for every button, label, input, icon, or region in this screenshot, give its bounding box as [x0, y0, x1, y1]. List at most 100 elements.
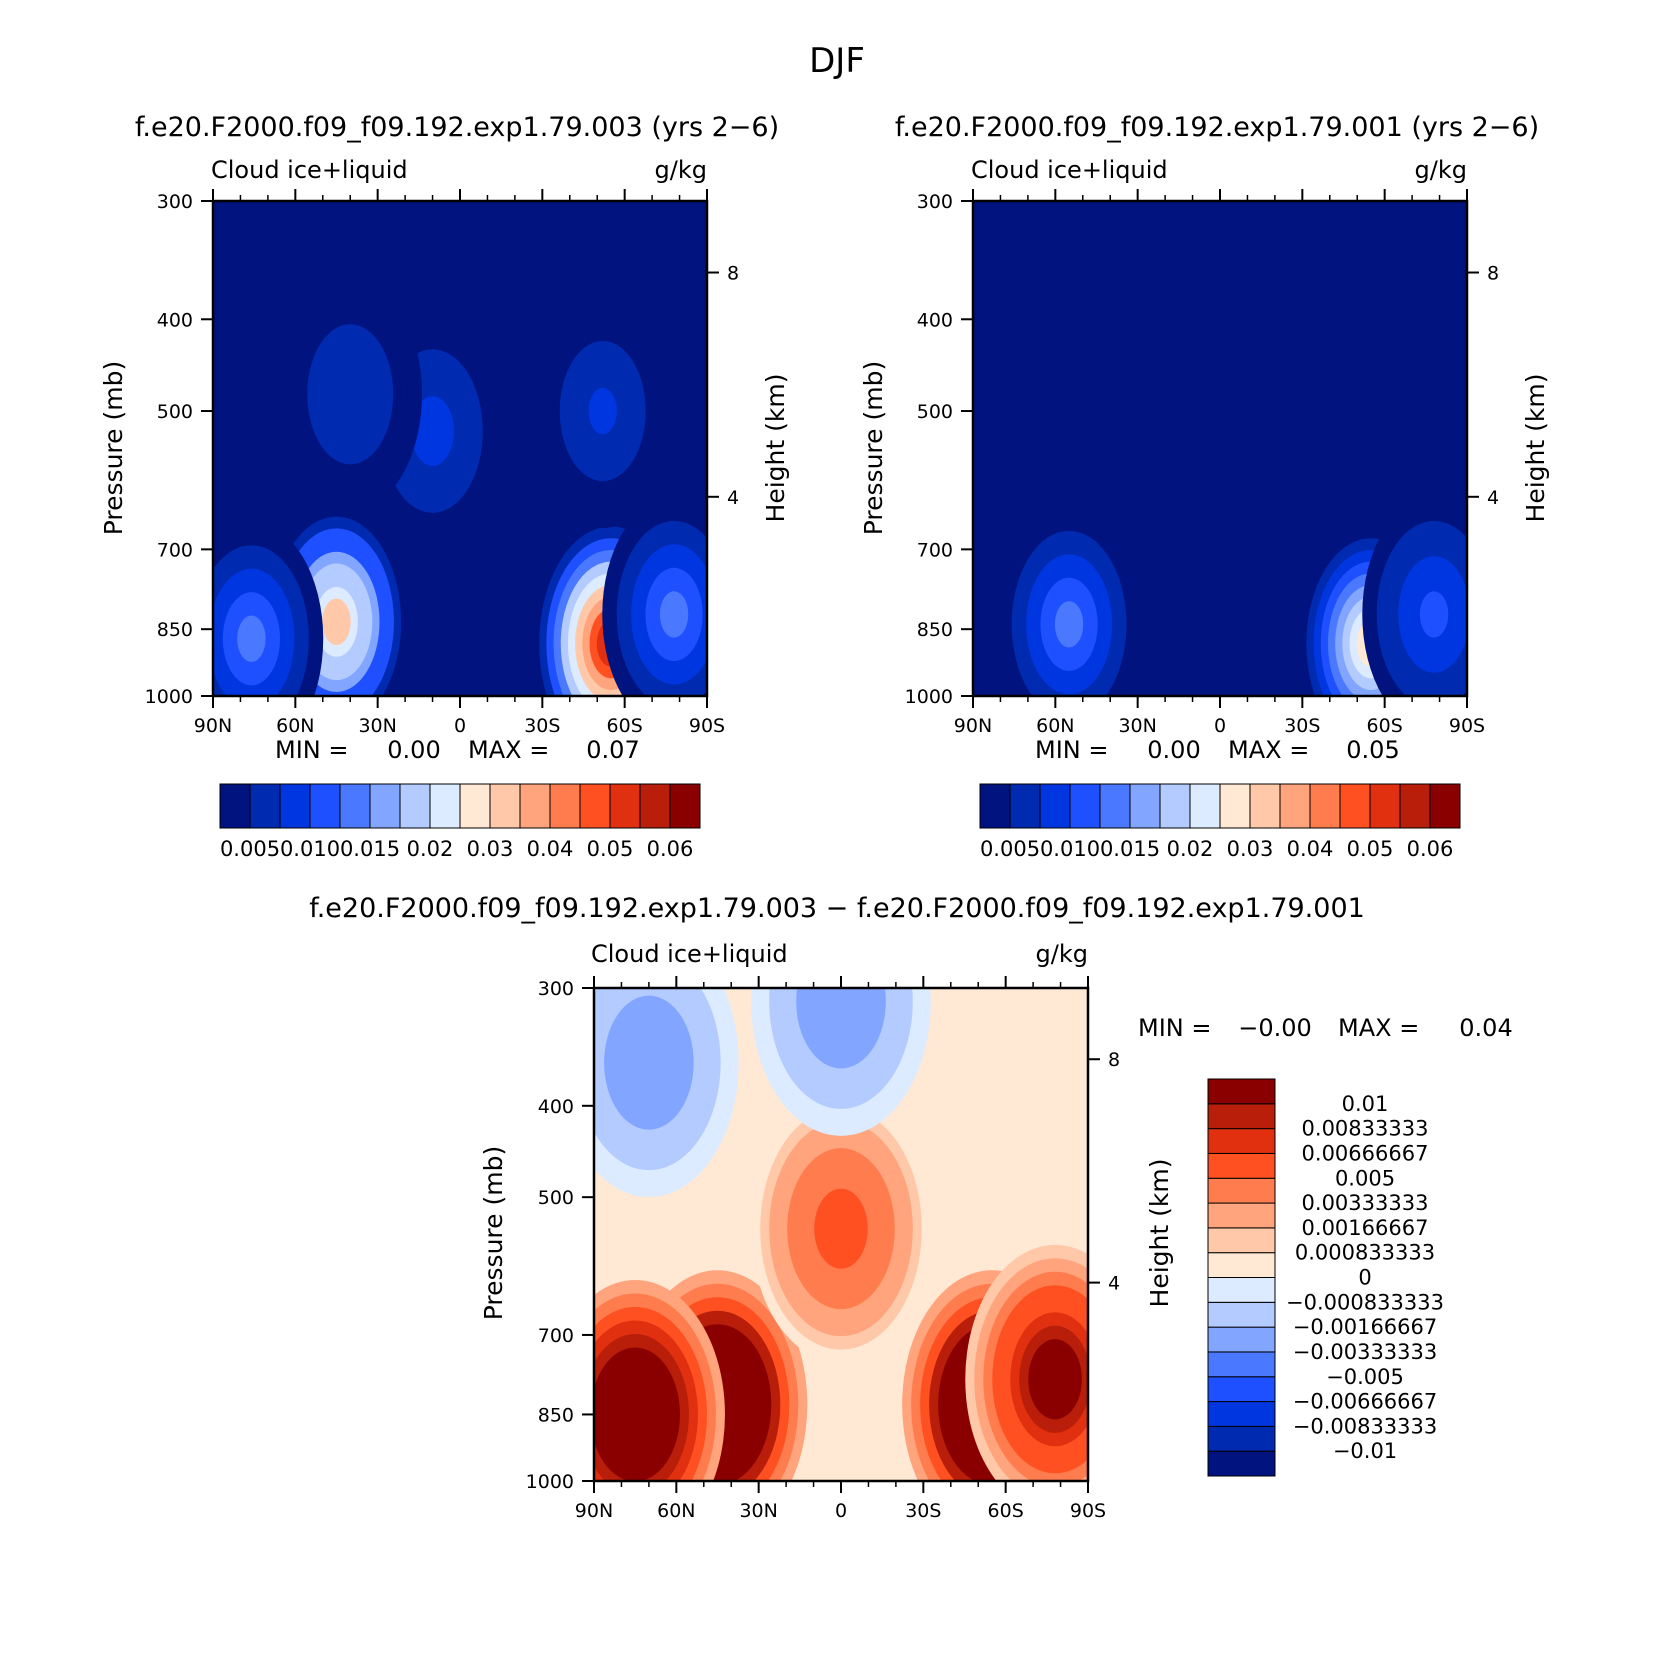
colorbar-swatch: [1189, 783, 1221, 829]
colorbar-swatch: [1249, 783, 1281, 829]
y-tick-label: 300: [538, 978, 574, 1000]
panel2-variable-label: Cloud ice+liquid: [971, 156, 1168, 184]
panel1-max-value: 0.07: [586, 736, 639, 764]
panel2-ylabel: Pressure (mb): [859, 361, 888, 535]
x-tick-label: 0: [1214, 715, 1226, 737]
colorbar-swatch: [489, 783, 521, 829]
contour-level: [823, 988, 859, 1029]
colorbar-swatch: [1207, 1128, 1276, 1154]
colorbar-swatch: [1207, 1078, 1276, 1105]
colorbar-label: 0.00333333: [1302, 1191, 1429, 1215]
y-tick-label: 500: [917, 401, 953, 423]
contour-level: [617, 1387, 653, 1442]
colorbar-label: 0.04: [527, 837, 574, 861]
colorbar-swatch: [979, 783, 1011, 829]
colorbar-swatch: [1159, 783, 1191, 829]
diff-variable-label: Cloud ice+liquid: [591, 940, 788, 968]
colorbar-label: 0.04: [1287, 837, 1334, 861]
x-tick-label: 0: [835, 1500, 847, 1522]
colorbar: 0.005 0.010 0.015 0.02 0.03 0.04 0.05 0.06: [219, 783, 701, 861]
panel1-min-label: MIN =: [275, 736, 348, 764]
contour-field: [594, 988, 1088, 1481]
diff-y2label: Height (km): [1145, 1159, 1174, 1308]
colorbar-label: 0.00833333: [1302, 1117, 1429, 1141]
colorbar-swatch: [579, 783, 611, 829]
colorbar-label: 0.00666667: [1302, 1141, 1429, 1165]
panel2-min-label: MIN =: [1035, 736, 1108, 764]
colorbar-label: 0.015: [1100, 837, 1160, 861]
x-tick-label: 60S: [988, 1500, 1024, 1522]
colorbar-label: −0.000833333: [1286, 1290, 1444, 1314]
colorbar-swatch: [1129, 783, 1161, 829]
contour-field: [973, 201, 1467, 696]
colorbar: 0.010.008333330.006666670.0050.003333330…: [1207, 1078, 1444, 1477]
panel2-min-value: 0.00: [1147, 736, 1200, 764]
x-tick-label: 30S: [905, 1500, 941, 1522]
contour-level: [1419, 591, 1449, 638]
colorbar-swatch: [1207, 1227, 1276, 1254]
diff-case-title: f.e20.F2000.f09_f09.192.exp1.79.003 − f.…: [309, 893, 1365, 924]
colorbar-label: −0.00166667: [1293, 1315, 1438, 1339]
colorbar-swatch: [1219, 783, 1251, 829]
colorbar-swatch: [399, 783, 431, 829]
y-tick-label: 700: [157, 539, 193, 561]
y-tick-label: 300: [917, 191, 953, 213]
contour-level: [336, 371, 365, 418]
y-tick-label: 500: [538, 1187, 574, 1209]
colorbar-label: 0.015: [340, 837, 400, 861]
x-tick-label: 30N: [358, 715, 396, 737]
y-tick-label: 1000: [526, 1471, 574, 1493]
colorbar-swatch: [1009, 783, 1041, 829]
diff-ylabel: Pressure (mb): [479, 1146, 508, 1320]
colorbar-swatch: [1207, 1277, 1276, 1303]
panel-case-003: Cloud ice+liquid g/kg Pressure (mb) Heig…: [99, 156, 790, 861]
panel2-units-label: g/kg: [1415, 156, 1467, 184]
colorbar-swatch: [1369, 783, 1401, 829]
colorbar-label: −0.01: [1333, 1439, 1397, 1463]
colorbar-swatch: [1207, 1177, 1276, 1204]
y-tick-label: 500: [157, 401, 193, 423]
colorbar-label: 0.01: [1342, 1092, 1389, 1116]
colorbar-swatch: [1309, 783, 1341, 829]
y-tick-label: 400: [157, 309, 193, 331]
y-tick-label: 1000: [145, 686, 193, 708]
x-tick-label: 60N: [1036, 715, 1074, 737]
y-tick-label: 400: [538, 1096, 574, 1118]
panel1-units-label: g/kg: [655, 156, 707, 184]
colorbar-label: −0.00666667: [1293, 1390, 1438, 1414]
y-tick-label: 700: [538, 1325, 574, 1347]
panel-case-001: Cloud ice+liquid g/kg Pressure (mb) Heig…: [859, 156, 1550, 861]
colorbar-swatch: [1279, 783, 1311, 829]
colorbar-label: −0.00333333: [1293, 1340, 1438, 1364]
y-tick-label: 300: [157, 191, 193, 213]
diff-min-value: −0.00: [1238, 1014, 1312, 1042]
colorbar-swatch: [1207, 1103, 1276, 1130]
colorbar-swatch: [609, 783, 641, 829]
panel1-variable-label: Cloud ice+liquid: [211, 156, 408, 184]
colorbar-swatch: [1207, 1376, 1276, 1403]
contour-level: [631, 1036, 667, 1090]
y2-tick-label: 8: [727, 263, 739, 285]
colorbar-swatch: [1207, 1351, 1276, 1378]
colorbar-swatch: [429, 783, 461, 829]
contour-field: [213, 201, 707, 696]
colorbar-label: 0.06: [1407, 837, 1454, 861]
contour-level: [237, 615, 266, 662]
x-tick-label: 90N: [194, 715, 232, 737]
contour-level: [418, 407, 447, 455]
colorbar-swatch: [519, 783, 551, 829]
colorbar-label: 0.02: [1167, 837, 1214, 861]
colorbar: 0.005 0.010 0.015 0.02 0.03 0.04 0.05 0.06: [979, 783, 1461, 861]
colorbar-label: 0.005: [220, 837, 280, 861]
contour-level: [1054, 601, 1084, 648]
colorbar-swatch: [1207, 1326, 1276, 1353]
contour-level: [1037, 1352, 1073, 1406]
colorbar-swatch: [1039, 783, 1071, 829]
colorbar-swatch: [1207, 1425, 1276, 1452]
x-tick-label: 30N: [739, 1500, 777, 1522]
x-tick-label: 30S: [524, 715, 560, 737]
colorbar-label: 0.05: [587, 837, 634, 861]
colorbar-label: −0.00833333: [1293, 1414, 1438, 1438]
